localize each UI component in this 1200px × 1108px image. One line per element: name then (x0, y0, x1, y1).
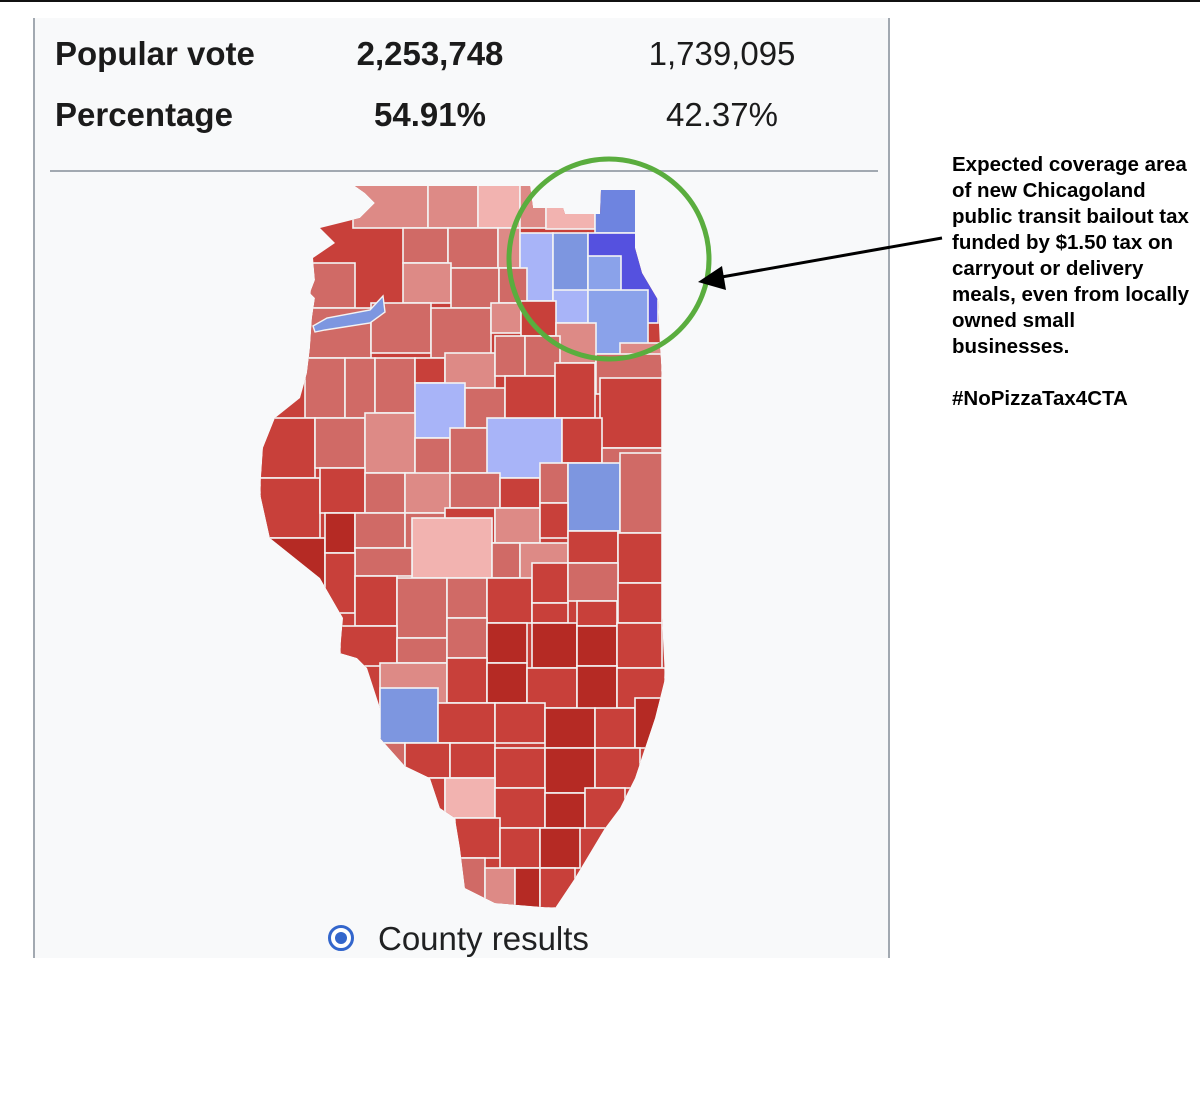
percentage-candidate1: 54.91% (374, 96, 486, 133)
election-infobox: Popular vote 2,253,748 1,739,095 Percent… (33, 18, 890, 958)
percentage-label: Percentage (55, 96, 233, 133)
county-regions (260, 186, 665, 908)
percentage-candidate2: 42.37% (666, 96, 778, 133)
popular-vote-row: Popular vote 2,253,748 1,739,095 (35, 35, 892, 85)
popular-vote-label: Popular vote (55, 35, 255, 72)
annotation-text: Expected coverage area of new Chicagolan… (952, 153, 1190, 358)
illinois-county-map (260, 186, 665, 908)
popular-vote-candidate1: 2,253,748 (356, 35, 504, 72)
infobox-divider (50, 170, 878, 172)
popular-vote-candidate2: 1,739,095 (648, 35, 796, 72)
top-border-line (0, 0, 1200, 2)
annotation-callout: Expected coverage area of new Chicagolan… (952, 152, 1192, 412)
northwest-river-county (312, 294, 386, 333)
annotation-hashtag: #NoPizzaTax4CTA (952, 387, 1128, 410)
percentage-row: Percentage 54.91% 42.37% (35, 96, 892, 146)
radio-selected-dot (335, 932, 347, 944)
county-results-label: County results (378, 920, 589, 957)
county-results-radio[interactable] (328, 925, 354, 951)
